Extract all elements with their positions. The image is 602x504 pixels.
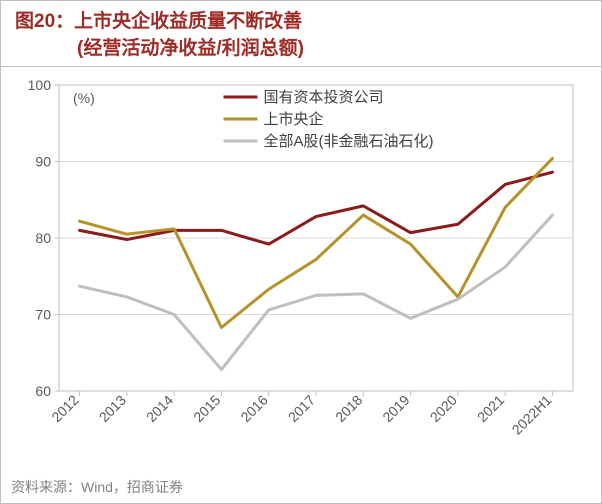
source-value: Wind，招商证券 (81, 479, 183, 495)
svg-text:全部A股(非金融石油石化): 全部A股(非金融石油石化) (263, 132, 433, 150)
title-line-2: (经营活动净收益/利润总额) (15, 36, 587, 63)
svg-text:2022H1: 2022H1 (509, 392, 555, 438)
title-block: 图20：上市央企收益质量不断改善 (经营活动净收益/利润总额) (1, 1, 601, 67)
title-line-1: 图20：上市央企收益质量不断改善 (15, 9, 587, 36)
title-text-1: 上市央企收益质量不断改善 (74, 11, 302, 32)
svg-text:(%): (%) (73, 90, 95, 106)
chart-area: 60 70 80 90 100 2012 2013 2014 2015 2016 2017 2018 2… (1, 67, 601, 477)
svg-text:80: 80 (35, 230, 51, 246)
title-prefix: 图20： (15, 11, 74, 32)
svg-text:100: 100 (28, 77, 52, 93)
svg-text:2013: 2013 (96, 392, 129, 425)
svg-text:上市央企: 上市央企 (263, 110, 323, 128)
svg-text:2021: 2021 (474, 392, 507, 425)
source-line: 资料来源：Wind，招商证券 (11, 477, 183, 497)
svg-text:2012: 2012 (48, 392, 81, 425)
svg-text:2020: 2020 (427, 392, 460, 425)
svg-text:2018: 2018 (332, 392, 365, 425)
svg-text:60: 60 (35, 383, 51, 399)
title-text-2: (经营活动净收益/利润总额) (77, 38, 304, 59)
svg-text:国有资本投资公司: 国有资本投资公司 (263, 89, 383, 106)
svg-text:2019: 2019 (379, 392, 412, 425)
svg-text:2017: 2017 (285, 392, 318, 425)
svg-text:90: 90 (35, 154, 51, 170)
line-chart: 60 70 80 90 100 2012 2013 2014 2015 2016 2017 2018 2… (1, 67, 601, 477)
svg-text:2016: 2016 (237, 392, 270, 425)
svg-text:70: 70 (35, 307, 51, 323)
source-label: 资料来源： (11, 479, 81, 495)
chart-container: 图20：上市央企收益质量不断改善 (经营活动净收益/利润总额) 60 70 80 90… (0, 0, 602, 504)
svg-text:2015: 2015 (190, 392, 223, 425)
svg-text:2014: 2014 (143, 392, 176, 425)
